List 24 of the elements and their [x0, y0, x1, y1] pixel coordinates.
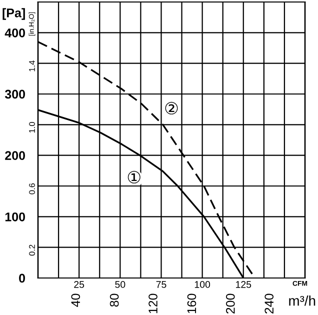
x2-tick-label: 120: [148, 294, 158, 314]
y2-tick-label: 0.2: [29, 244, 35, 256]
annotation: ①: [128, 170, 140, 184]
y2-tick-label: 1.4: [29, 60, 35, 72]
annotation: ②: [165, 102, 178, 114]
x-tick-label: 50: [115, 281, 126, 288]
y-tick-label: 100: [5, 212, 25, 222]
x-tick-label: 125: [236, 281, 252, 288]
x2-axis-title: m³/h: [289, 296, 316, 306]
y-axis-title: [Pa]: [2, 8, 25, 20]
x-tick-label: 25: [74, 281, 84, 288]
x-tick-label: 100: [194, 281, 210, 288]
y2-tick-label: 0.6: [29, 183, 35, 194]
y2-tick-label: 1.0: [29, 122, 35, 133]
y-tick-label: 200: [5, 151, 25, 160]
y-tick-label: 300: [4, 90, 25, 99]
x2-tick-label: 40: [71, 294, 80, 307]
x2-tick-label: 80: [110, 294, 119, 307]
y-tick-label: 0: [19, 274, 25, 283]
x2-tick-label: 200: [226, 294, 235, 314]
x2-tick-label: 240: [264, 294, 274, 314]
x2-tick-label: 160: [187, 294, 196, 314]
x-tick-label: 75: [156, 281, 166, 288]
y-tick-label: 400: [4, 28, 25, 38]
